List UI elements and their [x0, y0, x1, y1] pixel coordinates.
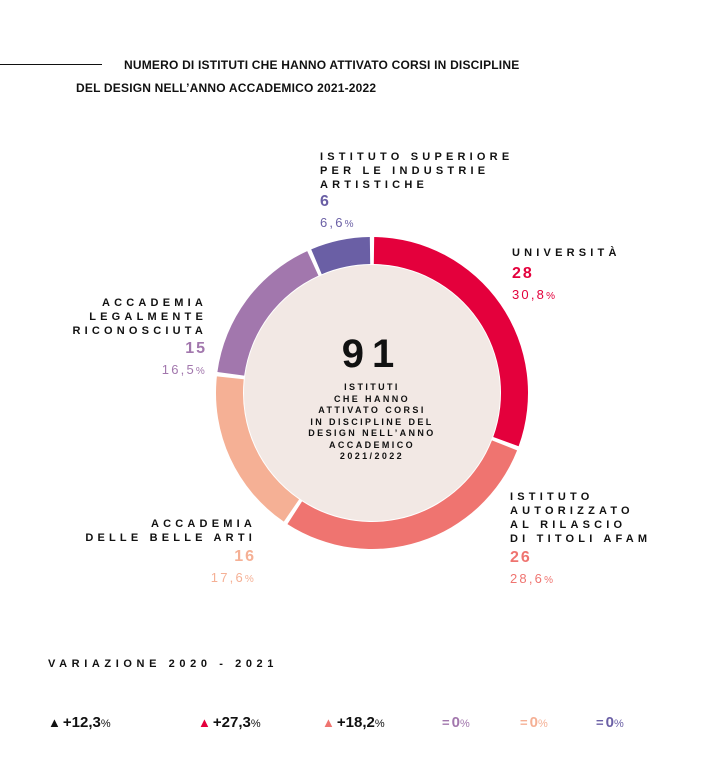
count-istituto-afam: 26 — [510, 549, 532, 566]
percent-value: 30,8 — [512, 287, 547, 302]
count-universita: 28 — [512, 265, 534, 282]
variation-title: VARIAZIONE 2020 - 2021 — [48, 658, 278, 670]
donut-slice — [373, 237, 528, 447]
variation-isia: = 0% — [596, 714, 624, 731]
percent-value: 6,6 — [320, 215, 345, 230]
label-isia: ISTITUTO SUPERIORE PER LE INDUSTRIE ARTI… — [320, 150, 513, 192]
label-line: DELLE BELLE ARTI — [85, 532, 256, 544]
label-accademia-legalmente-riconosciuta: ACCADEMIA LEGALMENTE RICONOSCIUTA — [72, 296, 207, 338]
variation-value: +18,2 — [336, 714, 375, 731]
caption-line: ACCADEMICO — [329, 439, 415, 450]
chart-title-line-2: DEL DESIGN NELL’ANNO ACCADEMICO 2021-202… — [76, 81, 377, 95]
triangle-up-icon: ▲ — [48, 715, 61, 730]
variation-accademia-legalmente-riconosciuta: = 0% — [442, 714, 470, 731]
label-line: RICONOSCIUTA — [72, 325, 207, 337]
label-line: ARTISTICHE — [320, 179, 428, 191]
percent-isia: 6,6% — [320, 215, 356, 230]
caption-line: 2021/2022 — [339, 451, 405, 461]
chart-title-line-1: NUMERO DI ISTITUTI CHE HANNO ATTIVATO CO… — [124, 58, 520, 72]
variation-value: +27,3 — [212, 714, 251, 731]
percent-value: 16,5 — [161, 362, 196, 377]
label-line: ISTITUTO — [510, 491, 594, 503]
label-line: PER LE INDUSTRIE — [320, 165, 490, 177]
donut-slice — [216, 376, 300, 522]
count-accademia-belle-arti: 16 — [234, 548, 256, 565]
label-line: ACCADEMIA — [150, 518, 256, 530]
title-rule — [0, 64, 102, 65]
count-isia: 6 — [320, 193, 331, 210]
caption-line: ISTITUTI — [344, 382, 400, 392]
percent-unit: % — [195, 366, 207, 377]
count-accademia-legalmente-riconosciuta: 15 — [185, 340, 207, 357]
caption-line: IN DISCIPLINE DEL — [310, 416, 434, 427]
label-line: DI TITOLI AFAM — [510, 533, 652, 545]
label-line: LEGALMENTE — [89, 311, 207, 323]
label-accademia-belle-arti: ACCADEMIA DELLE BELLE ARTI — [85, 517, 256, 545]
triangle-up-icon: ▲ — [322, 715, 335, 730]
equals-icon: = — [442, 715, 450, 730]
caption-line: ATTIVATO CORSI — [318, 405, 426, 415]
percent-accademia-belle-arti: 17,6% — [211, 570, 256, 585]
equals-icon: = — [520, 715, 528, 730]
variation-unit: % — [613, 718, 624, 730]
percent-value: 17,6 — [210, 570, 245, 585]
variation-unit: % — [100, 718, 111, 730]
percent-unit: % — [546, 291, 558, 302]
donut-center — [244, 265, 500, 521]
variation-unit: % — [537, 718, 548, 730]
variation-value: +12,3 — [62, 714, 101, 731]
variation-accademia-belle-arti: ▲ +18,2% — [322, 714, 385, 731]
donut-slice — [217, 251, 319, 376]
triangle-up-icon: ▲ — [198, 715, 211, 730]
variation-value: 0 — [451, 714, 460, 731]
caption-line: CHE HANNO — [333, 393, 411, 404]
caption-line: DESIGN NELL’ANNO — [308, 428, 436, 438]
label-line: ACCADEMIA — [101, 297, 207, 309]
percent-unit: % — [544, 575, 556, 586]
variation-unit: % — [374, 718, 385, 730]
variation-value: 0 — [605, 714, 614, 731]
total-count: 91 — [341, 332, 403, 376]
percent-universita: 30,8% — [512, 287, 557, 302]
percent-unit: % — [244, 574, 256, 585]
label-istituto-afam: ISTITUTO AUTORIZZATO AL RILASCIO DI TITO… — [510, 490, 651, 546]
percent-accademia-legalmente-riconosciuta: 16,5% — [162, 362, 207, 377]
total-caption: ISTITUTI CHE HANNO ATTIVATO CORSI IN DIS… — [272, 382, 472, 463]
variation-unit: % — [459, 718, 470, 730]
equals-icon: = — [596, 715, 604, 730]
percent-value: 28,6 — [510, 571, 545, 586]
label-line: ISTITUTO SUPERIORE — [320, 151, 514, 163]
label-line: UNIVERSITÀ — [512, 247, 621, 259]
variation-universita: ▲ +12,3% — [48, 714, 111, 731]
percent-unit: % — [344, 219, 356, 230]
donut-slice — [311, 237, 371, 275]
variation-accademia-belle-arti-2: = 0% — [520, 714, 548, 731]
variation-unit: % — [250, 718, 261, 730]
label-line: AUTORIZZATO — [510, 505, 634, 517]
label-line: AL RILASCIO — [510, 519, 627, 531]
label-universita: UNIVERSITÀ — [512, 246, 621, 260]
donut-slice — [287, 440, 518, 549]
variation-istituto-afam: ▲ +27,3% — [198, 714, 261, 731]
percent-istituto-afam: 28,6% — [510, 571, 555, 586]
variation-value: 0 — [529, 714, 538, 731]
